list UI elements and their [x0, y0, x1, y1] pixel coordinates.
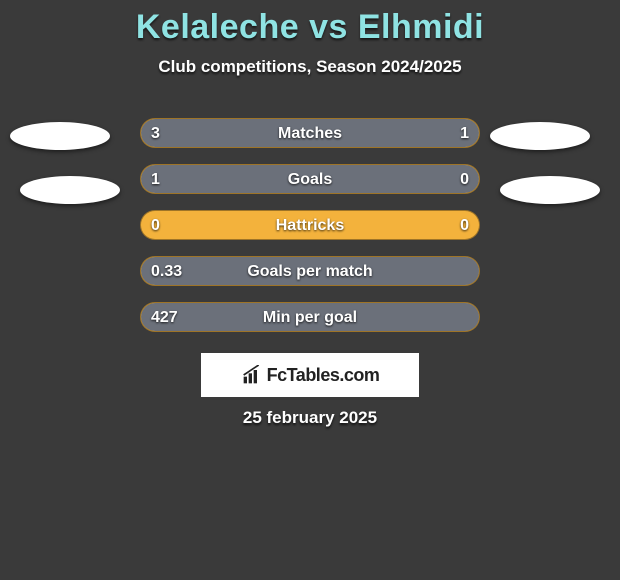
stat-row: 0.33 Goals per match [0, 256, 620, 286]
stat-row: 3 Matches 1 [0, 118, 620, 148]
stat-label: Min per goal [141, 303, 479, 331]
stat-row: 427 Min per goal [0, 302, 620, 332]
comparison-rows: 3 Matches 1 1 Goals 0 0 Hattricks 0 [0, 118, 620, 348]
stat-row: 0 Hattricks 0 [0, 210, 620, 240]
stat-label: Goals per match [141, 257, 479, 285]
date-label: 25 february 2025 [0, 408, 620, 428]
bar-track: 3 Matches 1 [140, 118, 480, 148]
bar-track: 0 Hattricks 0 [140, 210, 480, 240]
source-logo: FcTables.com [201, 353, 419, 397]
stats-card: Kelaleche vs Elhmidi Club competitions, … [0, 0, 620, 580]
stat-right-value: 1 [460, 119, 469, 147]
bar-track: 1 Goals 0 [140, 164, 480, 194]
stat-label: Goals [141, 165, 479, 193]
stat-label: Matches [141, 119, 479, 147]
bar-track: 0.33 Goals per match [140, 256, 480, 286]
stat-right-value: 0 [460, 211, 469, 239]
stat-right-value: 0 [460, 165, 469, 193]
chart-icon [241, 365, 263, 385]
logo-text: FcTables.com [267, 365, 380, 386]
page-title: Kelaleche vs Elhmidi [0, 0, 620, 47]
bar-track: 427 Min per goal [140, 302, 480, 332]
subtitle: Club competitions, Season 2024/2025 [0, 57, 620, 77]
stat-label: Hattricks [141, 211, 479, 239]
stat-row: 1 Goals 0 [0, 164, 620, 194]
